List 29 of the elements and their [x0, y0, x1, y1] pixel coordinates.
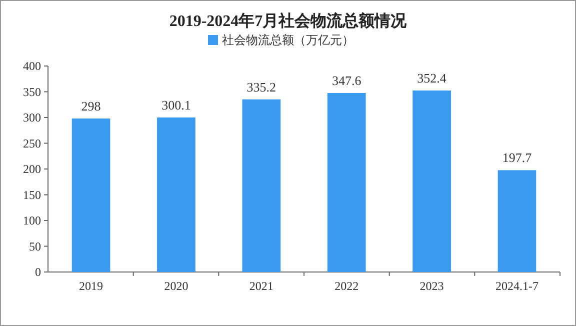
bar: [242, 99, 281, 272]
x-tick-label: 2021: [249, 279, 274, 293]
y-tick-label: 100: [23, 214, 41, 228]
bar: [72, 118, 110, 272]
x-tick-label: 2022: [334, 279, 359, 293]
x-tick-label: 2020: [164, 279, 188, 293]
data-label: 347.6: [332, 72, 362, 88]
x-tick-label: 2024.1-7: [495, 279, 538, 293]
data-label: 300.1: [162, 97, 191, 112]
bar: [327, 92, 366, 272]
y-tick-label: 150: [23, 188, 41, 202]
y-tick-label: 350: [23, 84, 41, 99]
y-tick-label: 200: [23, 162, 41, 176]
y-tick-label: 400: [23, 59, 41, 73]
y-tick-label: 250: [23, 136, 41, 150]
bar: [412, 90, 451, 272]
bar: [498, 170, 536, 272]
data-label: 298: [81, 98, 101, 114]
x-tick-label: 2023: [420, 279, 444, 293]
data-label: 197.7: [502, 150, 532, 166]
y-tick-label: 50: [29, 239, 41, 254]
chart-title: 2019-2024年7月社会物流总额情况: [169, 11, 408, 30]
y-tick-label: 300: [23, 110, 41, 124]
bar: [157, 117, 196, 272]
y-tick-label: 0: [35, 265, 41, 279]
x-tick-label: 2019: [79, 279, 104, 293]
data-label: 352.4: [417, 70, 447, 86]
data-label: 335.2: [246, 79, 276, 94]
legend-label: 社会物流总额（万亿元）: [222, 33, 354, 47]
